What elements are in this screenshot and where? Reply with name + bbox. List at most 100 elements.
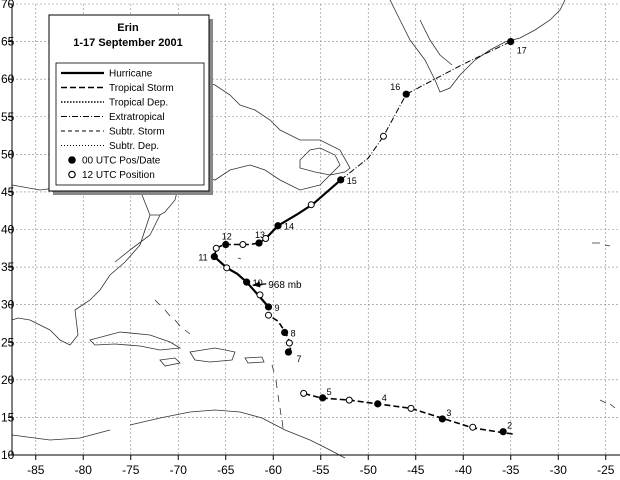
y-tick-label: 60	[1, 72, 15, 86]
date-label: 12	[222, 232, 232, 242]
legend-item-label: 12 UTC Position	[82, 170, 155, 181]
x-tick-label: -75	[122, 463, 140, 477]
cuba-coast	[89, 331, 182, 351]
azores	[592, 242, 611, 247]
pressure-annotation: 968 mb	[252, 280, 302, 291]
y-tick-label: 10	[1, 448, 15, 462]
legend-items: Hurricane Tropical Storm Tropical Dep. Extr…	[61, 69, 174, 181]
y-tick-label: 70	[1, 0, 15, 11]
legend-frame	[48, 14, 210, 192]
track-segment-extra	[340, 41, 512, 181]
cape-verde	[599, 399, 616, 409]
track-segment-hurricane	[264, 179, 342, 240]
newfoundland-coast	[299, 147, 341, 176]
y-tick-label: 25	[1, 335, 15, 349]
legend-title-storm-name: Erin	[117, 22, 139, 34]
position-12utc-marker	[285, 339, 293, 347]
position-00utc-marker	[274, 222, 282, 230]
date-label: 15	[347, 176, 357, 186]
date-label: 9	[275, 303, 280, 313]
date-label: 5	[327, 387, 332, 397]
position-00utc-marker	[507, 37, 515, 46]
position-12utc-marker	[469, 423, 477, 431]
puerto-rico-coast	[244, 356, 265, 364]
position-00utc-marker	[374, 400, 382, 408]
legend-swatch-filled-dot	[68, 156, 76, 164]
y-tick-label: 35	[1, 260, 15, 274]
date-label: 16	[390, 82, 400, 92]
lesser-antilles	[271, 364, 284, 429]
pressure-arrowhead	[252, 281, 261, 288]
bahamas	[154, 299, 191, 335]
position-12utc-marker	[265, 311, 272, 319]
north-america-coast	[11, 57, 351, 346]
x-tick-label: -25	[597, 463, 615, 477]
position-12utc-marker	[223, 264, 231, 272]
x-tick-label: -60	[265, 463, 283, 477]
position-12utc-marker	[212, 244, 220, 252]
hispaniola-coast	[189, 347, 236, 363]
legend-item-label: Subtr. Dep.	[109, 141, 159, 152]
x-tick-label: -40	[455, 463, 473, 477]
position-12utc-marker	[256, 291, 264, 299]
position-00utc-marker	[281, 328, 289, 337]
x-tick-label: -65	[217, 463, 235, 477]
legend-item-label: Hurricane	[109, 69, 153, 80]
south-america-coast	[11, 409, 346, 459]
y-tick-label: 55	[1, 110, 15, 124]
x-tick-label: -85	[27, 463, 45, 477]
legend-title-dates: 1-17 September 2001	[73, 37, 182, 49]
position-00utc-marker	[264, 303, 273, 311]
jamaica-coast	[159, 357, 181, 367]
position-12utc-marker	[407, 404, 415, 412]
date-label: 8	[291, 328, 296, 338]
position-00utc-marker	[284, 348, 293, 356]
y-tick-label: 40	[1, 223, 15, 237]
y-tick-label: 30	[1, 298, 15, 312]
y-tick-label: 50	[1, 147, 15, 161]
coastlines	[11, 0, 616, 459]
position-00utc-marker	[210, 252, 218, 261]
x-tick-label: -35	[502, 463, 520, 477]
position-12utc-marker	[345, 396, 353, 404]
date-label: 4	[382, 393, 387, 403]
x-tick-label: -50	[360, 463, 378, 477]
date-label: 2	[507, 421, 512, 431]
date-label: 11	[198, 253, 207, 263]
date-label: 14	[284, 222, 294, 232]
x-tick-label: -30	[550, 463, 568, 477]
legend-inner-frame	[55, 62, 205, 186]
legend-box: Erin 1-17 September 2001 Hurricane Tropic…	[48, 14, 213, 195]
legend-item-label: Tropical Storm	[109, 83, 174, 94]
date-label: 3	[446, 408, 451, 418]
track-positions: 23457891011121314151617	[198, 37, 527, 436]
position-12utc-marker	[379, 132, 387, 140]
position-12utc-marker	[262, 235, 270, 243]
x-tick-label: -45	[407, 463, 425, 477]
position-00utc-marker	[402, 90, 410, 98]
date-label: 7	[296, 354, 301, 364]
y-tick-label: 45	[1, 185, 15, 199]
position-00utc-marker	[255, 239, 263, 247]
x-tick-label: -70	[170, 463, 188, 477]
pressure-label: 968 mb	[268, 280, 302, 291]
y-tick-label: 65	[1, 35, 15, 49]
date-label: 13	[255, 230, 265, 240]
position-00utc-marker	[222, 240, 230, 249]
position-12utc-marker	[307, 201, 315, 209]
track-segment-storm	[303, 392, 513, 435]
bermuda	[237, 257, 242, 260]
y-tick-label: 15	[1, 410, 15, 424]
legend-item-label: Tropical Dep.	[109, 98, 168, 109]
legend-item-label: Extratropical	[109, 112, 165, 123]
position-00utc-marker	[319, 394, 327, 402]
position-00utc-marker	[499, 428, 507, 436]
greenland-coast	[389, 0, 566, 93]
track-segment-storm	[213, 237, 267, 257]
date-label: 17	[517, 46, 527, 56]
legend-item-label: 00 UTC Pos/Date	[82, 156, 161, 167]
position-12utc-marker	[239, 241, 247, 249]
greenland-coast-inner	[419, 19, 453, 66]
